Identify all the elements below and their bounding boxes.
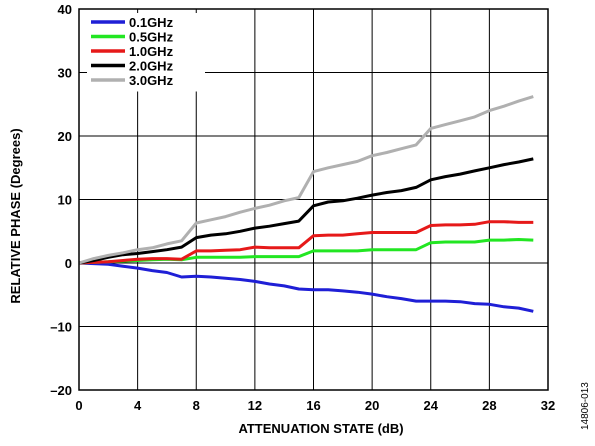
x-tick-label: 16: [306, 398, 320, 413]
plot-frame: [78, 8, 549, 391]
y-tick-label: 30: [58, 66, 72, 81]
series-line-3.0GHz: [78, 95, 534, 265]
figure-id: 14806-013: [580, 382, 591, 430]
legend-label-3.0GHz: 3.0GHz: [129, 73, 174, 88]
series-line-1.0GHz: [78, 220, 534, 265]
y-tick-labels: –20 –10 0 10 20 30 40: [50, 2, 72, 398]
y-tick-label: –10: [50, 320, 72, 335]
y-tick-label: –20: [50, 383, 72, 398]
x-tick-label: 12: [248, 398, 262, 413]
legend-label-0.1GHz: 0.1GHz: [129, 15, 174, 30]
x-axis-title: ATTENUATION STATE (dB): [238, 421, 403, 436]
x-tick-label: 20: [365, 398, 379, 413]
x-tick-label: 28: [482, 398, 496, 413]
y-axis-title: RELATIVE PHASE (Degrees): [8, 128, 23, 303]
series-lines: [78, 95, 534, 313]
legend-label-1.0GHz: 1.0GHz: [129, 44, 174, 59]
y-tick-label: 0: [65, 256, 72, 271]
y-tick-label: 10: [58, 193, 72, 208]
x-tick-label: 4: [134, 398, 142, 413]
y-tick-label: 40: [58, 2, 72, 17]
x-tick-label: 32: [541, 398, 555, 413]
series-line-0.1GHz: [78, 261, 534, 313]
legend-label-0.5GHz: 0.5GHz: [129, 30, 174, 45]
x-tick-labels: 0 4 8 12 16 20 24 28 32: [75, 398, 555, 413]
x-tick-label: 24: [424, 398, 439, 413]
legend-label-2.0GHz: 2.0GHz: [129, 59, 174, 74]
y-tick-label: 20: [58, 129, 72, 144]
x-tick-label: 8: [193, 398, 200, 413]
x-tick-label: 0: [75, 398, 82, 413]
series-line-2.0GHz: [78, 157, 534, 265]
